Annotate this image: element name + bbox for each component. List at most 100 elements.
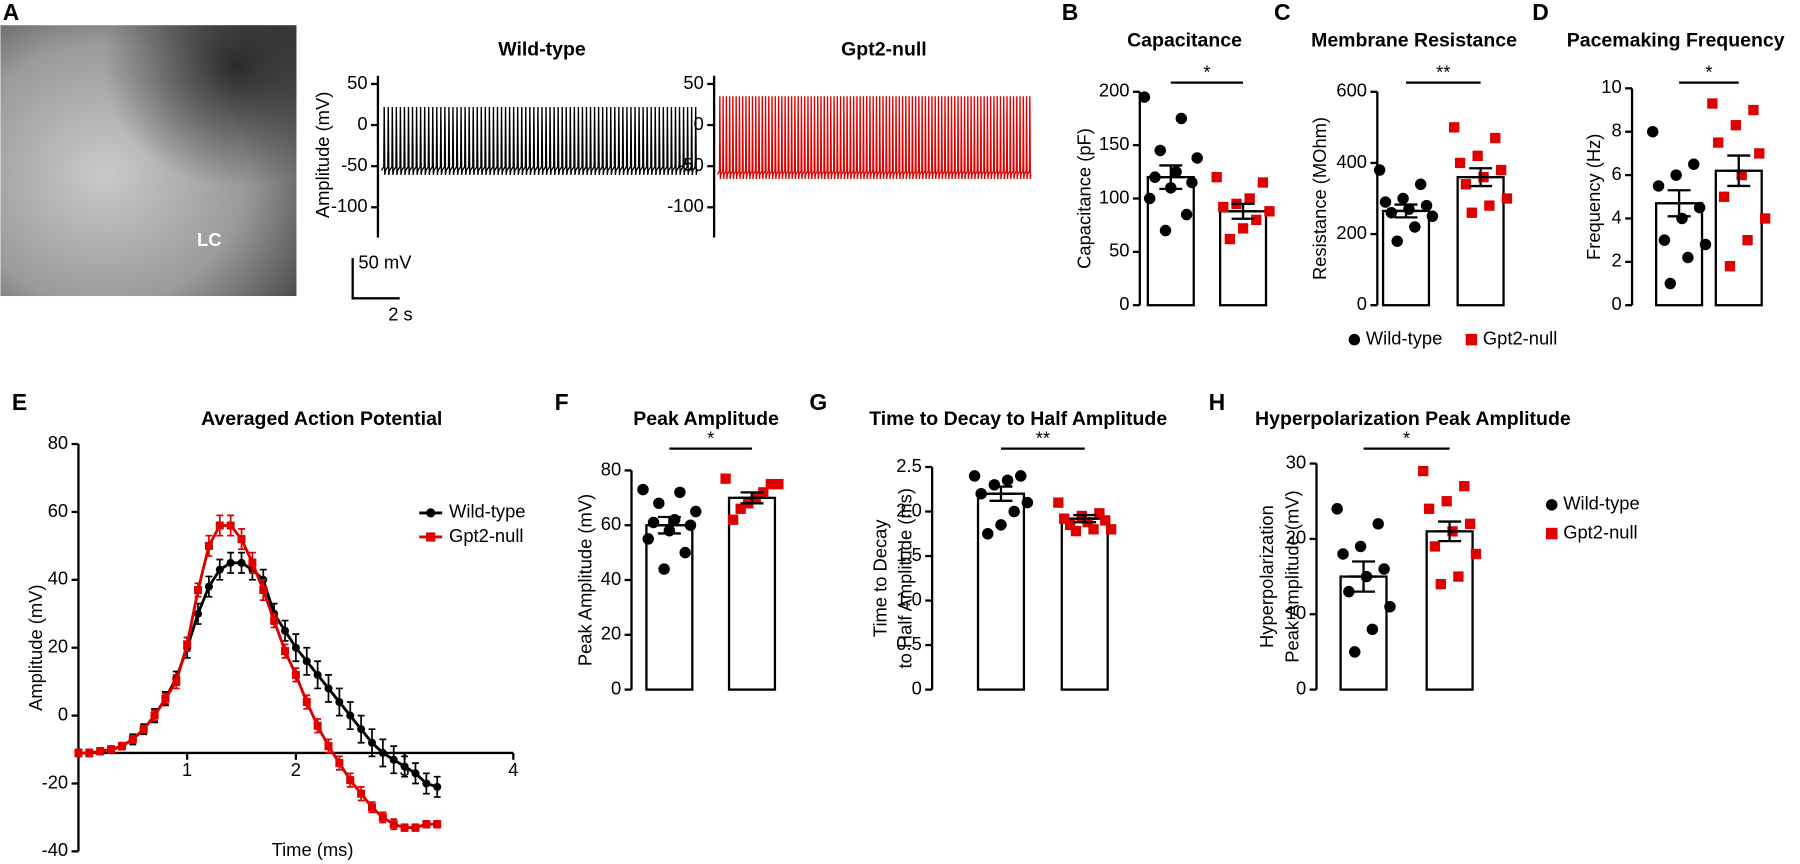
data-point xyxy=(1373,164,1386,176)
bar xyxy=(1714,169,1763,307)
data-point xyxy=(1100,515,1111,526)
y-tick-label: 80 xyxy=(601,458,621,479)
error-bar xyxy=(1392,203,1420,219)
data-point xyxy=(653,497,665,510)
chart-title: Membrane Resistance xyxy=(1311,29,1517,51)
data-point xyxy=(637,483,649,496)
data-point xyxy=(1397,192,1409,205)
data-point xyxy=(982,528,994,540)
y-axis-label: Time to Decay xyxy=(869,519,890,637)
y-tick-label: 60 xyxy=(601,513,621,534)
data-point xyxy=(1337,548,1349,560)
data-point xyxy=(668,514,681,526)
data-point xyxy=(1064,519,1076,531)
data-point xyxy=(679,546,691,559)
y-tick-label: 0 xyxy=(694,113,704,134)
y-tick-label: -40 xyxy=(42,839,69,860)
data-point xyxy=(765,478,776,490)
data-point xyxy=(773,478,784,490)
panel-label: E xyxy=(12,389,27,415)
trace-title: Wild-type xyxy=(498,39,586,61)
data-point xyxy=(1454,157,1466,169)
data-point xyxy=(1391,235,1403,247)
data-point xyxy=(367,738,377,747)
data-point xyxy=(433,782,442,791)
data-point xyxy=(1730,120,1741,131)
data-point xyxy=(1008,505,1020,518)
voltage-trace xyxy=(380,106,698,175)
data-point xyxy=(1724,261,1736,272)
data-point xyxy=(684,519,697,531)
data-point xyxy=(346,711,355,720)
data-point xyxy=(1149,171,1161,183)
data-point xyxy=(1378,563,1390,575)
legend-label: Gpt2-null xyxy=(449,525,523,546)
legend-marker xyxy=(1465,333,1478,346)
data-point xyxy=(291,670,300,679)
y-tick-label: -100 xyxy=(331,195,368,216)
data-point xyxy=(433,820,442,829)
y-tick-label: -20 xyxy=(42,771,69,792)
y-tick-label: 0 xyxy=(912,677,922,698)
series-line xyxy=(78,524,438,830)
data-point xyxy=(1699,238,1712,251)
significance: * xyxy=(1203,61,1210,82)
y-axis-label: to Half Amplitude (ms) xyxy=(895,488,916,668)
y-tick-label: 600 xyxy=(1336,80,1367,101)
data-point xyxy=(1191,152,1203,164)
scale-bar-voltage: 50 mV xyxy=(358,252,412,273)
legend-label: Gpt2-null xyxy=(1563,521,1637,542)
data-point xyxy=(1409,221,1421,233)
data-point xyxy=(1224,233,1236,245)
data-point xyxy=(1501,193,1513,204)
data-point xyxy=(642,533,654,545)
data-point xyxy=(720,473,731,484)
y-tick-label: 0 xyxy=(1357,293,1367,314)
data-point xyxy=(674,486,686,499)
bar xyxy=(1146,176,1195,307)
legend-marker xyxy=(1545,499,1558,511)
bar xyxy=(727,496,777,691)
data-point xyxy=(1349,646,1361,658)
data-point xyxy=(1094,508,1105,519)
data-point xyxy=(313,670,322,679)
y-tick-label: 150 xyxy=(1099,133,1130,154)
y-tick-label: 400 xyxy=(1336,151,1367,172)
data-point xyxy=(411,823,420,832)
data-point xyxy=(85,748,94,757)
trace-title: Gpt2-null xyxy=(841,39,927,61)
data-point xyxy=(1688,158,1700,170)
data-point xyxy=(1429,541,1441,552)
y-tick-label: 0 xyxy=(58,703,68,724)
data-point xyxy=(988,479,1001,491)
x-tick-label: 1 xyxy=(182,759,192,780)
data-point xyxy=(647,516,660,529)
y-tick-label: 100 xyxy=(1099,186,1130,207)
data-point xyxy=(183,640,192,649)
y-tick-label: 0 xyxy=(611,677,621,698)
voltage-trace xyxy=(716,96,1032,180)
legend-marker xyxy=(426,532,436,542)
data-point xyxy=(727,514,739,525)
data-point xyxy=(1159,224,1172,237)
data-point xyxy=(1435,578,1446,590)
data-point xyxy=(1464,518,1476,529)
data-point xyxy=(968,470,981,482)
y-tick-label: 0 xyxy=(357,113,367,134)
y-axis-label: Capacitance (pF) xyxy=(1074,128,1095,269)
data-point xyxy=(346,776,355,785)
error-bar xyxy=(738,491,766,505)
data-point xyxy=(389,820,398,829)
panel-label: C xyxy=(1274,0,1291,25)
data-point xyxy=(1736,169,1747,181)
data-point xyxy=(658,563,670,575)
data-point xyxy=(270,616,279,625)
data-point xyxy=(1354,540,1367,553)
data-point xyxy=(1218,201,1229,213)
error-bar xyxy=(987,485,1015,502)
y-axis-label: Resistance (MOhm) xyxy=(1309,117,1330,280)
data-point xyxy=(248,558,257,567)
legend-label: Wild-type xyxy=(1563,493,1639,514)
data-point xyxy=(1244,193,1255,204)
